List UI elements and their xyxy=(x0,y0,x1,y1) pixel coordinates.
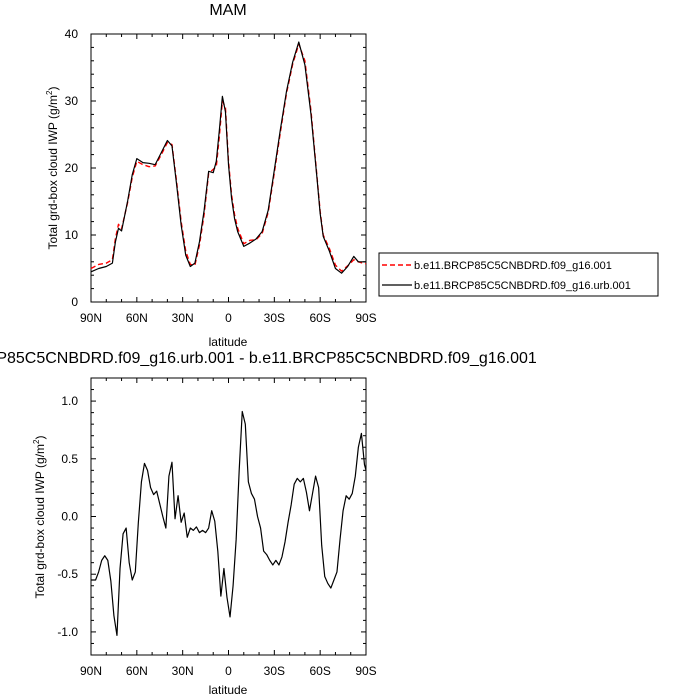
top-y-tick-label: 40 xyxy=(65,27,79,41)
bottom-x-tick-label: 90S xyxy=(355,664,376,678)
bottom-ticks: 90N 60N 30N 0 30S 60S 90S -1.0 -0.5 0.0 0.5 1.0 xyxy=(57,377,377,678)
bottom-x-tick-label: 30S xyxy=(264,664,285,678)
bottom-x-tick-label: 60N xyxy=(126,664,148,678)
top-y-tick-label: 20 xyxy=(65,161,79,175)
top-x-tick-label: 90N xyxy=(80,311,102,325)
bottom-series xyxy=(91,410,367,636)
bottom-chart-title: b.e11.BRCP85C5CNBDRD.f09_g16.urb.001 - b… xyxy=(0,350,537,367)
bottom-y-axis-label: Total grd-box cloud IWP (g/m2) xyxy=(32,436,47,599)
top-y-axis-label: Total grd-box cloud IWP (g/m2) xyxy=(45,87,60,250)
bottom-y-tick-label: -0.5 xyxy=(57,567,78,581)
bottom-y-tick-label: 1.0 xyxy=(61,394,78,408)
bottom-y-tick-label: -1.0 xyxy=(57,625,78,639)
top-series xyxy=(90,41,367,274)
legend-box xyxy=(378,252,659,297)
bottom-series-line-0 xyxy=(91,410,367,636)
bottom-x-tick-label: 30N xyxy=(172,664,194,678)
top-series-line-1 xyxy=(90,41,366,274)
bottom-x-tick-label: 0 xyxy=(225,664,232,678)
top-x-axis-label: latitude xyxy=(209,335,248,349)
legend-label-base: b.e11.BRCP85C5CNBDRD.f09_g16.001 xyxy=(414,260,612,272)
top-x-tick-label: 60S xyxy=(309,311,330,325)
top-panel: MAM 90N 60N 30N 0 30S 60S 90S 0 10 20 30 40 latitud… xyxy=(45,2,377,349)
top-chart-title: MAM xyxy=(209,2,246,19)
top-x-tick-label: 30N xyxy=(172,311,194,325)
bottom-x-axis-label: latitude xyxy=(209,683,248,697)
top-ticks: 90N 60N 30N 0 30S 60S 90S 0 10 20 30 40 xyxy=(65,27,377,325)
top-x-tick-label: 90S xyxy=(355,311,376,325)
top-y-tick-label: 30 xyxy=(65,94,79,108)
bottom-x-tick-label: 90N xyxy=(80,664,102,678)
bottom-plot-frame xyxy=(90,377,367,656)
legend-label-urb: b.e11.BRCP85C5CNBDRD.f09_g16.urb.001 xyxy=(414,280,631,292)
bottom-panel: b.e11.BRCP85C5CNBDRD.f09_g16.urb.001 - b… xyxy=(0,350,537,697)
bottom-y-tick-label: 0.5 xyxy=(61,452,78,466)
top-y-tick-label: 10 xyxy=(65,228,79,242)
legend: b.e11.BRCP85C5CNBDRD.f09_g16.001 b.e11.B… xyxy=(378,252,659,297)
top-x-tick-label: 0 xyxy=(225,311,232,325)
bottom-x-tick-label: 60S xyxy=(309,664,330,678)
bottom-y-tick-label: 0.0 xyxy=(61,510,78,524)
top-y-tick-label: 0 xyxy=(71,295,78,309)
top-x-tick-label: 30S xyxy=(264,311,285,325)
top-x-tick-label: 60N xyxy=(126,311,148,325)
